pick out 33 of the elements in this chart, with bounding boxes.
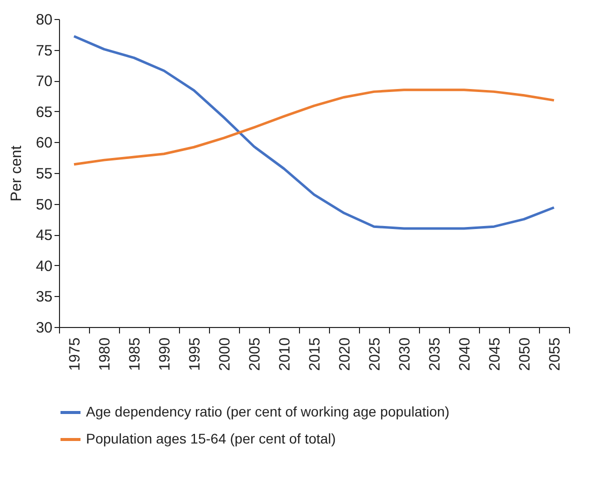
- x-tick-label: 1980: [96, 338, 114, 371]
- x-tick-label: 1990: [156, 338, 174, 371]
- x-tick-label: 2005: [246, 338, 264, 371]
- y-tick-label: 60: [36, 134, 52, 152]
- x-tick-label: 2000: [216, 338, 234, 371]
- line-series: [72, 88, 556, 166]
- x-tick-label: 2050: [516, 338, 534, 371]
- legend-label: Age dependency ratio (per cent of working age population): [86, 404, 450, 420]
- x-tick-label: 2055: [546, 338, 564, 371]
- legend-label: Population ages 15-64 (per cent of total): [86, 430, 336, 446]
- x-tick-label: 2015: [306, 338, 324, 371]
- x-tick-label: 2040: [456, 338, 474, 371]
- y-tick-label: 70: [36, 73, 52, 90]
- x-tick-label: 2045: [486, 338, 504, 371]
- y-axis-title: Per cent: [8, 144, 25, 202]
- x-tick-label: 1985: [126, 338, 144, 371]
- x-tick-label: 2020: [336, 338, 354, 371]
- line-series: [72, 35, 556, 230]
- x-tick-label: 2030: [396, 338, 414, 371]
- y-tick-label: 45: [36, 227, 52, 244]
- x-tick-label: 1975: [66, 338, 84, 371]
- x-tick-label: 2025: [366, 338, 384, 371]
- y-tick-label: 80: [36, 12, 52, 28]
- y-tick-label: 35: [36, 288, 52, 306]
- y-tick-label: 65: [36, 104, 52, 121]
- x-tick-label: 1995: [186, 338, 204, 371]
- y-tick-label: 50: [36, 196, 52, 214]
- x-tick-label: 2010: [276, 338, 294, 371]
- x-tick-label: 2035: [426, 338, 444, 371]
- y-tick-label: 55: [36, 166, 52, 182]
- y-tick-label: 30: [36, 320, 52, 336]
- y-tick-label: 40: [36, 258, 52, 275]
- y-tick-label: 75: [36, 42, 52, 60]
